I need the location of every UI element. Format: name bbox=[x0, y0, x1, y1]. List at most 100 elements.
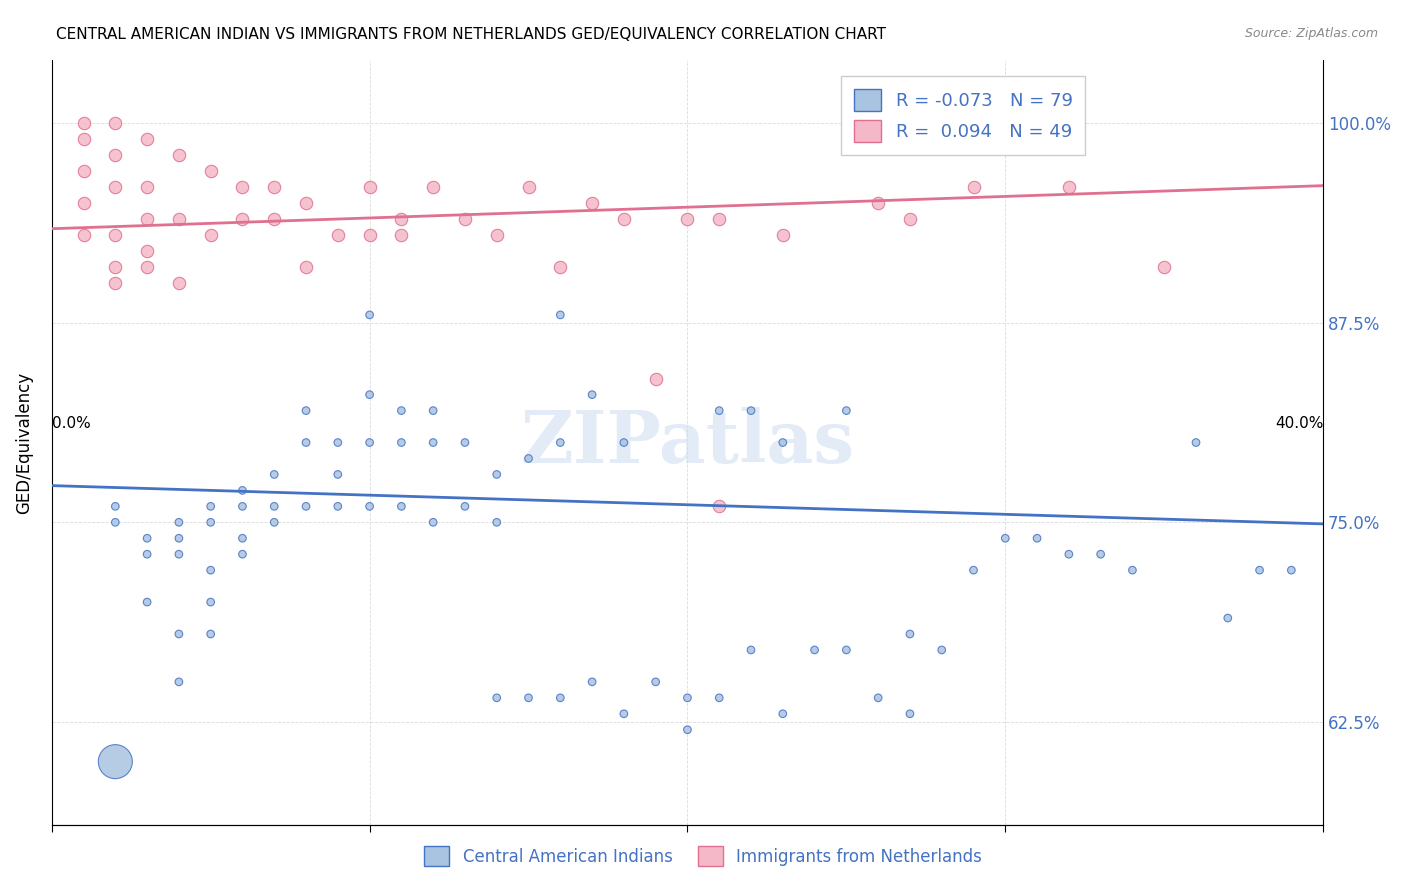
Point bbox=[359, 500, 381, 514]
Point bbox=[613, 212, 636, 227]
Point bbox=[772, 435, 794, 450]
Point bbox=[104, 228, 127, 243]
Point bbox=[231, 547, 253, 561]
Point bbox=[676, 212, 699, 227]
Point bbox=[263, 500, 285, 514]
Point bbox=[72, 116, 94, 130]
Point bbox=[485, 467, 508, 482]
Point bbox=[740, 643, 762, 657]
Point bbox=[389, 500, 412, 514]
Point bbox=[136, 531, 159, 545]
Point bbox=[613, 435, 636, 450]
Point bbox=[167, 276, 190, 290]
Point bbox=[389, 212, 412, 227]
Point bbox=[454, 500, 477, 514]
Point bbox=[359, 387, 381, 401]
Point bbox=[359, 435, 381, 450]
Point bbox=[550, 690, 572, 705]
Point bbox=[868, 690, 890, 705]
Point bbox=[898, 627, 921, 641]
Point bbox=[326, 467, 349, 482]
Point bbox=[104, 755, 127, 769]
Point bbox=[517, 451, 540, 466]
Text: ZIPatlas: ZIPatlas bbox=[520, 407, 855, 478]
Point bbox=[1216, 611, 1239, 625]
Text: CENTRAL AMERICAN INDIAN VS IMMIGRANTS FROM NETHERLANDS GED/EQUIVALENCY CORRELATI: CENTRAL AMERICAN INDIAN VS IMMIGRANTS FR… bbox=[56, 27, 886, 42]
Point bbox=[295, 435, 318, 450]
Point bbox=[994, 531, 1017, 545]
Text: 40.0%: 40.0% bbox=[1275, 416, 1323, 431]
Point bbox=[389, 435, 412, 450]
Point bbox=[1185, 435, 1208, 450]
Point bbox=[136, 595, 159, 609]
Point bbox=[835, 403, 858, 417]
Point bbox=[1026, 531, 1049, 545]
Point bbox=[167, 531, 190, 545]
Point bbox=[772, 706, 794, 721]
Point bbox=[676, 690, 699, 705]
Point bbox=[200, 164, 222, 178]
Point bbox=[485, 228, 508, 243]
Point bbox=[72, 196, 94, 211]
Point bbox=[422, 435, 444, 450]
Point bbox=[709, 403, 731, 417]
Point bbox=[613, 706, 636, 721]
Point bbox=[231, 212, 253, 227]
Point bbox=[167, 547, 190, 561]
Legend: R = -0.073   N = 79, R =  0.094   N = 49: R = -0.073 N = 79, R = 0.094 N = 49 bbox=[841, 77, 1085, 154]
Point bbox=[326, 435, 349, 450]
Point bbox=[72, 164, 94, 178]
Point bbox=[72, 132, 94, 146]
Point bbox=[517, 180, 540, 194]
Point bbox=[454, 435, 477, 450]
Point bbox=[263, 467, 285, 482]
Point bbox=[136, 547, 159, 561]
Point bbox=[868, 196, 890, 211]
Point bbox=[136, 244, 159, 258]
Point bbox=[295, 196, 318, 211]
Point bbox=[136, 260, 159, 274]
Point bbox=[231, 483, 253, 498]
Point bbox=[676, 723, 699, 737]
Point bbox=[295, 260, 318, 274]
Point bbox=[104, 180, 127, 194]
Point bbox=[326, 500, 349, 514]
Point bbox=[581, 674, 603, 689]
Point bbox=[104, 260, 127, 274]
Point bbox=[1090, 547, 1112, 561]
Point bbox=[295, 500, 318, 514]
Point bbox=[231, 180, 253, 194]
Point bbox=[550, 308, 572, 322]
Point bbox=[359, 228, 381, 243]
Point bbox=[200, 516, 222, 530]
Point bbox=[422, 403, 444, 417]
Point bbox=[200, 627, 222, 641]
Point bbox=[709, 690, 731, 705]
Point bbox=[200, 563, 222, 577]
Point bbox=[389, 228, 412, 243]
Point bbox=[359, 180, 381, 194]
Point bbox=[231, 531, 253, 545]
Point bbox=[803, 643, 825, 657]
Point bbox=[200, 228, 222, 243]
Point bbox=[709, 500, 731, 514]
Point bbox=[104, 116, 127, 130]
Point bbox=[1153, 260, 1175, 274]
Legend: Central American Indians, Immigrants from Netherlands: Central American Indians, Immigrants fro… bbox=[416, 838, 990, 875]
Point bbox=[485, 516, 508, 530]
Text: 0.0%: 0.0% bbox=[52, 416, 90, 431]
Point bbox=[136, 180, 159, 194]
Point bbox=[772, 228, 794, 243]
Point bbox=[898, 212, 921, 227]
Text: Source: ZipAtlas.com: Source: ZipAtlas.com bbox=[1244, 27, 1378, 40]
Point bbox=[167, 212, 190, 227]
Point bbox=[104, 500, 127, 514]
Point bbox=[136, 212, 159, 227]
Point bbox=[1279, 563, 1302, 577]
Point bbox=[167, 674, 190, 689]
Point bbox=[326, 228, 349, 243]
Point bbox=[200, 595, 222, 609]
Point bbox=[72, 228, 94, 243]
Point bbox=[517, 690, 540, 705]
Point bbox=[644, 674, 666, 689]
